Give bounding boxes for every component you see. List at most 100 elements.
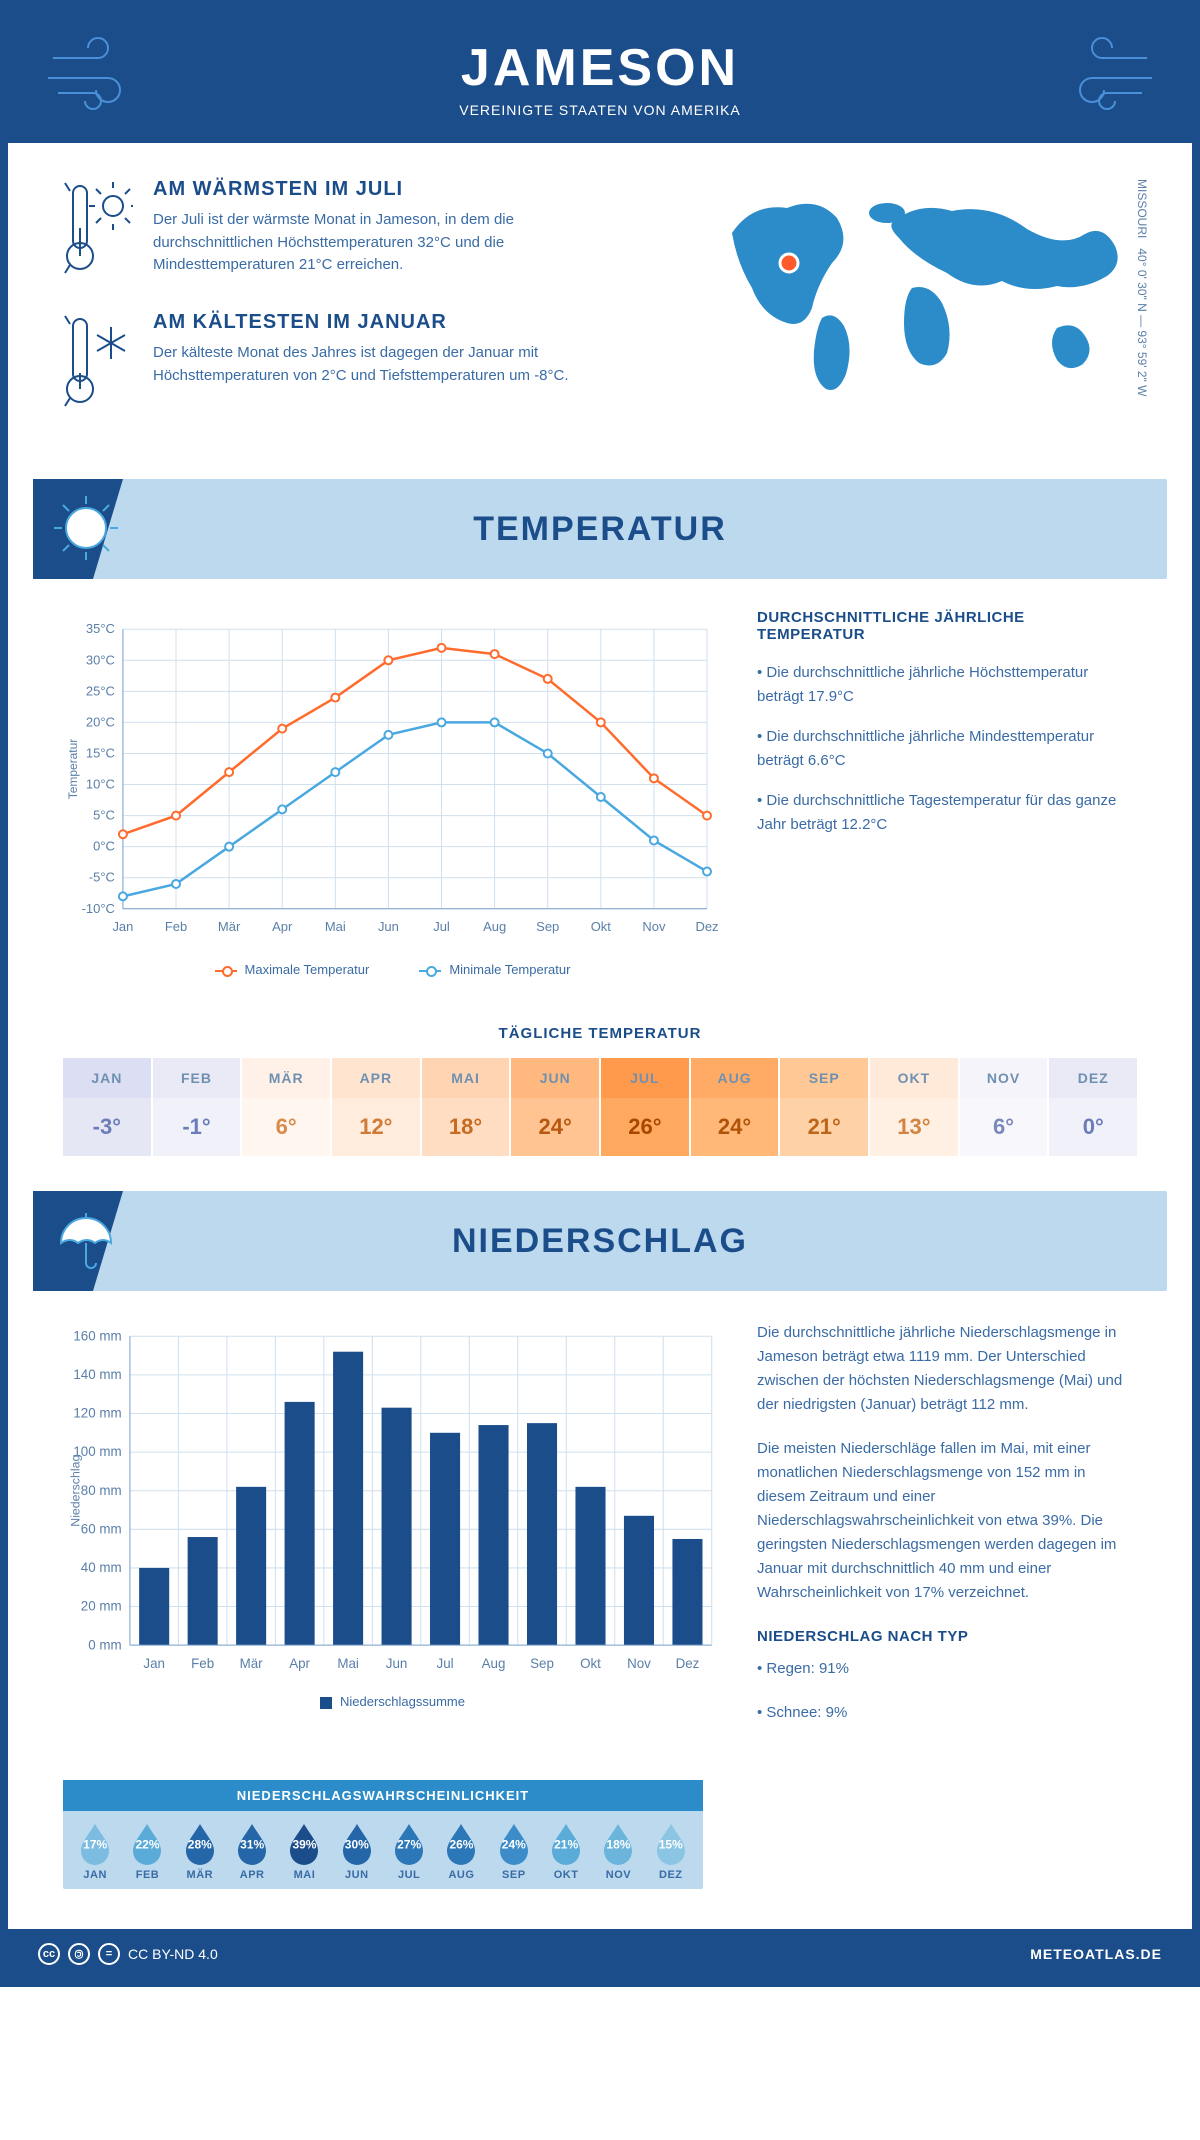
svg-text:Niederschlag: Niederschlag [68,1455,82,1527]
svg-text:Sep: Sep [536,919,559,934]
svg-text:5°C: 5°C [93,808,115,823]
prob-cell: 24% SEP [488,1821,540,1881]
svg-text:140 mm: 140 mm [73,1367,121,1382]
thermometer-sun-icon [63,178,133,283]
coordinates: MISSOURI 40° 0' 30" N — 93° 59' 2" W [1135,178,1149,398]
prob-cell: 30% JUN [331,1821,383,1881]
svg-text:160 mm: 160 mm [73,1328,121,1343]
svg-text:-10°C: -10°C [82,901,115,916]
svg-text:35°C: 35°C [86,621,115,636]
coldest-text: Der kälteste Monat des Jahres ist dagege… [153,342,573,387]
footer: cc🄯= CC BY-ND 4.0 METEOATLAS.DE [8,1929,1192,1979]
daily-cell: JAN -3° [63,1058,153,1156]
svg-text:Dez: Dez [695,919,718,934]
svg-text:Mär: Mär [240,1656,264,1671]
prob-cell: 18% NOV [592,1821,644,1881]
wind-icon [38,33,148,113]
svg-text:Jan: Jan [112,919,133,934]
svg-text:Aug: Aug [483,919,506,934]
svg-text:Aug: Aug [482,1656,506,1671]
svg-text:0°C: 0°C [93,839,115,854]
thermometer-snow-icon [63,311,133,416]
temperature-info: DURCHSCHNITTLICHE JÄHRLICHE TEMPERATUR •… [757,609,1137,977]
svg-text:Temperatur: Temperatur [66,739,80,800]
page-title: JAMESON [28,38,1172,98]
svg-text:Mai: Mai [325,919,346,934]
license: cc🄯= CC BY-ND 4.0 [38,1943,218,1965]
daily-cell: MAI 18° [422,1058,512,1156]
page: JAMESON VEREINIGTE STAATEN VON AMERIKA A… [0,0,1200,1987]
svg-text:-5°C: -5°C [89,870,115,885]
section-title: NIEDERSCHLAG [452,1222,748,1261]
svg-text:Sep: Sep [530,1656,554,1671]
svg-text:15°C: 15°C [86,745,115,760]
daily-temp-title: TÄGLICHE TEMPERATUR [8,1025,1192,1042]
daily-cell: SEP 21° [780,1058,870,1156]
daily-cell: AUG 24° [691,1058,781,1156]
precipitation-chart: 0 mm20 mm40 mm60 mm80 mm100 mm120 mm140 … [63,1321,722,1745]
svg-text:Jun: Jun [386,1656,408,1671]
daily-cell: FEB -1° [153,1058,243,1156]
sun-icon [51,493,121,563]
svg-text:Okt: Okt [591,919,612,934]
svg-text:0 mm: 0 mm [88,1637,121,1652]
svg-text:120 mm: 120 mm [73,1406,121,1421]
warmest-block: AM WÄRMSTEN IM JULI Der Juli ist der wär… [63,178,667,283]
daily-cell: MÄR 6° [242,1058,332,1156]
prob-cell: 22% FEB [121,1821,173,1881]
svg-text:Jun: Jun [378,919,399,934]
daily-cell: NOV 6° [960,1058,1050,1156]
daily-cell: DEZ 0° [1049,1058,1137,1156]
daily-temp-grid: JAN -3° FEB -1° MÄR 6° APR 12° MAI 18° J… [63,1058,1137,1156]
page-subtitle: VEREINIGTE STAATEN VON AMERIKA [28,102,1172,118]
prob-cell: 26% AUG [435,1821,487,1881]
svg-text:Apr: Apr [272,919,293,934]
precipitation-section-header: NIEDERSCHLAG [33,1191,1167,1291]
svg-text:25°C: 25°C [86,683,115,698]
prob-cell: 28% MÄR [174,1821,226,1881]
svg-text:Jan: Jan [143,1656,165,1671]
daily-cell: JUL 26° [601,1058,691,1156]
precipitation-probability: NIEDERSCHLAGSWAHRSCHEINLICHKEIT 17% JAN … [63,1780,703,1889]
svg-text:Nov: Nov [642,919,666,934]
svg-text:Jul: Jul [437,1656,454,1671]
section-title: TEMPERATUR [473,510,727,549]
umbrella-icon [51,1205,121,1275]
coldest-block: AM KÄLTESTEN IM JANUAR Der kälteste Mona… [63,311,667,416]
prob-cell: 27% JUL [383,1821,435,1881]
svg-text:Feb: Feb [191,1656,214,1671]
prob-cell: 21% OKT [540,1821,592,1881]
prob-cell: 15% DEZ [645,1821,697,1881]
precipitation-info: Die durchschnittliche jährliche Niedersc… [757,1321,1137,1745]
warmest-title: AM WÄRMSTEN IM JULI [153,178,573,201]
svg-text:Okt: Okt [580,1656,601,1671]
prob-cell: 39% MAI [278,1821,330,1881]
svg-text:Feb: Feb [165,919,187,934]
svg-text:Mai: Mai [337,1656,359,1671]
svg-text:60 mm: 60 mm [81,1521,122,1536]
wind-icon [1052,33,1162,113]
svg-text:10°C: 10°C [86,777,115,792]
svg-text:80 mm: 80 mm [81,1483,122,1498]
svg-text:Mär: Mär [218,919,241,934]
header: JAMESON VEREINIGTE STAATEN VON AMERIKA [8,8,1192,143]
svg-text:40 mm: 40 mm [81,1560,122,1575]
temperature-section-header: TEMPERATUR [33,479,1167,579]
warmest-text: Der Juli ist der wärmste Monat in Jameso… [153,209,573,277]
daily-cell: JUN 24° [511,1058,601,1156]
prob-cell: 17% JAN [69,1821,121,1881]
intro-section: AM WÄRMSTEN IM JULI Der Juli ist der wär… [8,143,1192,469]
svg-text:20 mm: 20 mm [81,1599,122,1614]
coldest-title: AM KÄLTESTEN IM JANUAR [153,311,573,334]
svg-text:20°C: 20°C [86,714,115,729]
world-map: MISSOURI 40° 0' 30" N — 93° 59' 2" W [707,178,1137,444]
svg-text:Jul: Jul [433,919,450,934]
site-name: METEOATLAS.DE [1030,1946,1162,1962]
temperature-chart: -10°C -5°C 0°C 5°C 10°C 15°C 20°C 25°C 30°C 35°C J… [63,609,722,977]
daily-cell: APR 12° [332,1058,422,1156]
svg-text:Apr: Apr [289,1656,310,1671]
prob-cell: 31% APR [226,1821,278,1881]
daily-cell: OKT 13° [870,1058,960,1156]
svg-text:30°C: 30°C [86,652,115,667]
svg-text:Dez: Dez [676,1656,700,1671]
